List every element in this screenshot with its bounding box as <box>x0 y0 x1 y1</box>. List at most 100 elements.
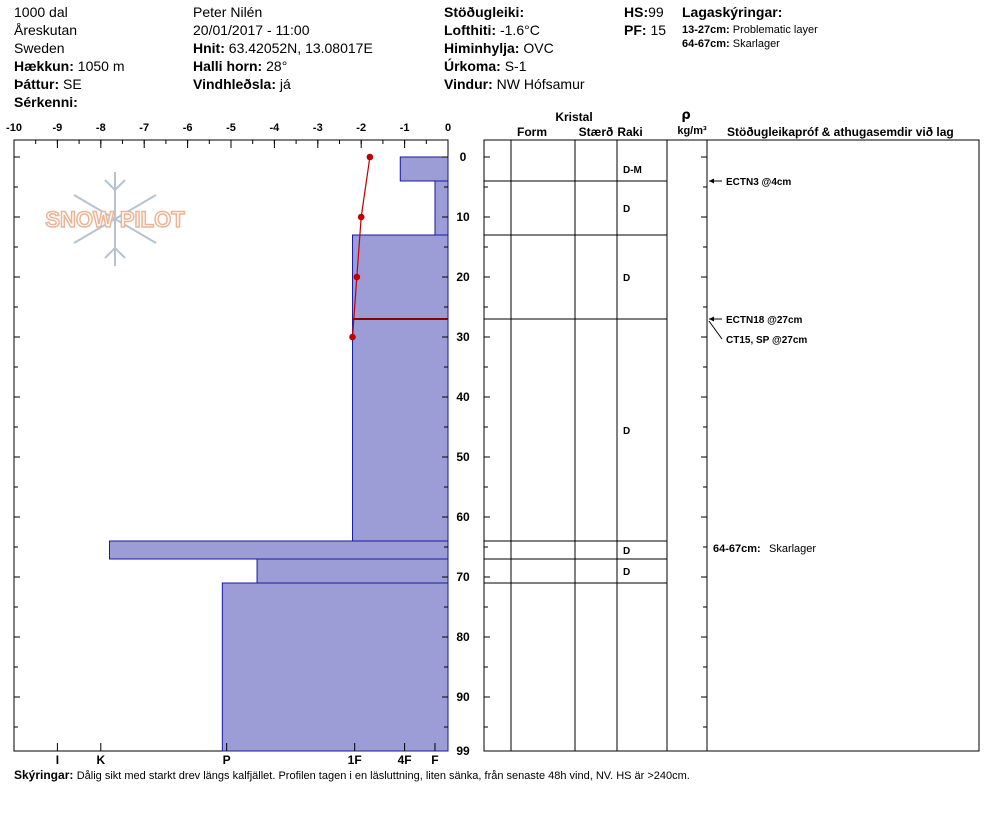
temp-tick-label: -7 <box>139 122 149 134</box>
layer-note-text: Skarlager <box>732 38 780 50</box>
hs-label: HS: <box>624 4 649 20</box>
layer-notes: Lagaskýringar: 13-27cm: Problematic laye… <box>682 3 818 51</box>
depth-tick-label: 10 <box>456 210 470 224</box>
depth-tick-label: 60 <box>456 510 470 524</box>
slope-value: 28° <box>266 58 288 74</box>
layer-table-rows <box>484 180 667 584</box>
depth-axis: 0 10 20 30 40 50 60 70 80 90 99 <box>14 150 707 758</box>
slope-label: Halli horn: <box>193 58 263 74</box>
precip-value: S-1 <box>504 58 527 74</box>
comments-text: Dålig sikt med starkt drev längs kalfjäl… <box>76 770 690 782</box>
form-header: Form <box>517 125 547 139</box>
stability-test-label: ECTN3 @4cm <box>726 177 791 188</box>
observation-datetime: 20/01/2017 - 11:00 <box>193 22 310 38</box>
depth-tick-label: 99 <box>456 744 470 758</box>
stability-test-label: CT15, SP @27cm <box>726 335 807 346</box>
wind-label: Vindur: <box>444 76 493 92</box>
temp-tick-label: -4 <box>270 122 281 134</box>
coords-value: 63.42052N, 13.08017E <box>228 40 373 56</box>
size-header: Stærð <box>579 125 614 139</box>
header-col4: HS:99 PF: 15 <box>624 3 666 39</box>
temp-tick-label: 0 <box>445 122 451 134</box>
hardness-tick-label: I <box>56 753 59 767</box>
moisture-value: D <box>623 567 630 578</box>
sky-value: OVC <box>523 40 554 56</box>
test-arrowhead <box>709 316 714 322</box>
layer-note-text: Problematic layer <box>732 24 818 36</box>
temp-tick-label: -9 <box>53 122 63 134</box>
depth-tick-label: 40 <box>456 390 470 404</box>
layer-note-range: 64-67cm: <box>682 38 730 50</box>
features-label: Sérkenni: <box>14 94 78 110</box>
temp-tick-label: -3 <box>313 122 323 134</box>
depth-tick-label: 80 <box>456 630 470 644</box>
stability-tests: ECTN3 @4cm ECTN18 @27cm CT15, SP @27cm 64-6… <box>708 177 816 555</box>
elevation-label: Hækkun: <box>14 58 74 74</box>
tests-header: Stöðugleikapróf & athugasemdir við lag <box>727 125 954 139</box>
wind-loading-label: Vindhleðsla: <box>193 76 276 92</box>
depth-tick-label: 90 <box>456 690 470 704</box>
watermark-text: SNOW PILOT <box>45 207 185 232</box>
hardness-bar <box>399 156 449 182</box>
stability-test-label: ECTN18 @27cm <box>726 315 803 326</box>
temperature-point <box>349 333 356 341</box>
coords-label: Hnit: <box>193 40 225 56</box>
temperature-axis: -10 -9 -8 -7 -6 -5 -4 -3 -2 -1 0 <box>6 122 451 148</box>
hardness-bar <box>108 540 449 560</box>
temp-tick-label: -5 <box>226 122 236 134</box>
temperature-profile <box>349 153 374 341</box>
moisture-header: Raki <box>617 125 642 139</box>
moisture-value: D-M <box>623 165 642 176</box>
depth-tick-label: 70 <box>456 570 470 584</box>
temp-tick-label: -1 <box>400 122 410 134</box>
comments: Skýringar: Dålig sikt med starkt drev lä… <box>14 766 690 785</box>
layer-note-range: 13-27cm: <box>682 24 730 36</box>
density-symbol: ρ <box>681 108 690 123</box>
header-col2: Peter Nilén 20/01/2017 - 11:00 Hnit: 63.… <box>193 3 373 93</box>
aspect-value: SE <box>63 76 82 92</box>
hardness-bar <box>434 180 449 236</box>
aspect-label: Þáttur: <box>14 76 60 92</box>
moisture-value: D <box>623 426 630 437</box>
moisture-value: D <box>623 273 630 284</box>
header-col1: 1000 dal Åreskutan Sweden Hækkun: 1050 m… <box>14 3 125 111</box>
sky-label: Himinhylja: <box>444 40 520 56</box>
depth-tick-label: 30 <box>456 330 470 344</box>
temperature-point <box>353 273 361 281</box>
elevation-value: 1050 m <box>77 58 125 74</box>
layer-notes-title: Lagaskýringar: <box>682 4 783 20</box>
moisture-value: D <box>623 546 630 557</box>
depth-tick-label: 20 <box>456 270 470 284</box>
temp-tick-label: -10 <box>6 122 22 134</box>
stability-label: Stöðugleiki: <box>444 4 525 20</box>
temperature-point <box>366 153 374 161</box>
hardness-tick-label: 1F <box>348 753 362 767</box>
temperature-line <box>351 156 371 338</box>
header-col3: Stöðugleiki: Lofthiti: -1.6°C Himinhylja… <box>444 3 585 93</box>
hardness-bar <box>256 558 449 584</box>
hs-value: 99 <box>648 4 664 20</box>
comments-label: Skýringar: <box>14 768 74 782</box>
temp-tick-label: -6 <box>183 122 193 134</box>
moisture-value: D <box>623 204 630 215</box>
layer-table-frame <box>483 139 980 752</box>
hardness-bars <box>108 156 449 752</box>
hardness-tick-label: P <box>223 753 231 767</box>
density-unit: kg/m³ <box>677 125 707 137</box>
pf-value: 15 <box>650 22 667 38</box>
air-temp-label: Lofthiti: <box>444 22 497 38</box>
country-name: Sweden <box>14 40 65 56</box>
precip-label: Úrkoma: <box>444 58 501 74</box>
test-pointer <box>708 320 723 340</box>
temperature-point <box>357 213 365 221</box>
temp-tick-label: -8 <box>96 122 106 134</box>
hardness-tick-label: 4F <box>398 753 412 767</box>
observer-name: Peter Nilén <box>193 4 263 20</box>
area-name: Åreskutan <box>14 22 78 38</box>
depth-tick-label: 50 <box>456 450 470 464</box>
hardness-bar <box>352 234 449 320</box>
air-temp-value: -1.6°C <box>499 22 540 38</box>
hardness-bar <box>221 582 449 752</box>
hardness-bar <box>352 318 449 542</box>
